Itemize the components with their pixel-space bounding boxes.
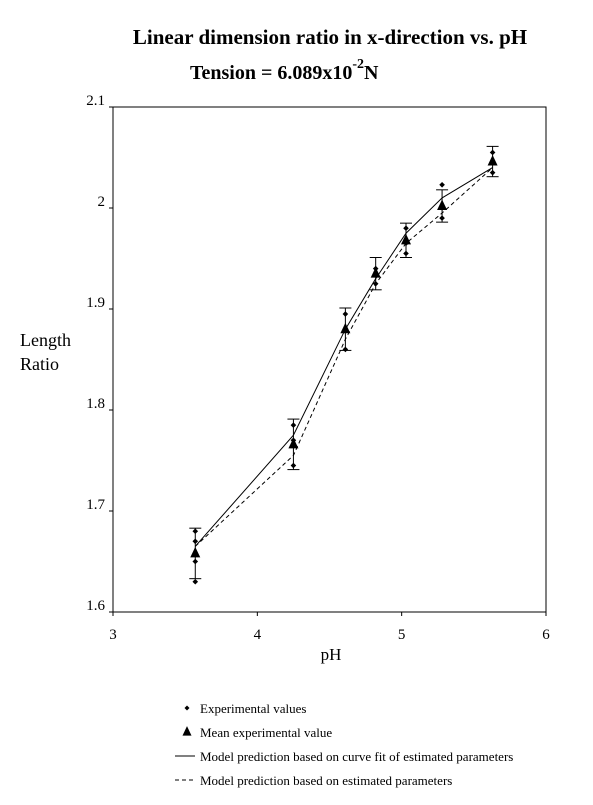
plot-frame (112, 106, 547, 613)
subtitle-text: Tension = 6.089x10 (190, 62, 352, 84)
mean-marker (340, 322, 351, 334)
legend-label: Mean experimental value (200, 725, 332, 740)
y-axis-label: Length (20, 330, 71, 350)
y-tick-label: 1.7 (86, 497, 105, 513)
subtitle-unit: N (364, 62, 379, 84)
model-line (194, 167, 493, 547)
y-tick-label: 2 (98, 194, 106, 210)
legend-symbol (182, 726, 192, 736)
y-tick-label: 1.6 (86, 598, 105, 614)
y-tick-label: 2.1 (86, 93, 105, 109)
y-tick-label: 1.8 (86, 396, 105, 412)
legend-symbol (184, 705, 190, 711)
mean-marker (370, 267, 381, 278)
legend-label: Model prediction based on curve fit of e… (200, 749, 513, 764)
x-tick-label: 5 (398, 627, 406, 643)
subtitle-exponent: -2 (352, 57, 364, 72)
x-tick-label: 3 (109, 627, 117, 643)
mean-marker (288, 437, 299, 449)
mean-marker (437, 199, 448, 210)
x-tick-label: 6 (542, 627, 550, 643)
mean-marker (400, 233, 411, 245)
y-axis-label: Ratio (20, 354, 59, 374)
chart-title: Linear dimension ratio in x-direction vs… (133, 25, 527, 49)
x-axis-label: pH (321, 645, 342, 664)
experimental-point (439, 181, 445, 188)
model-line (194, 167, 493, 547)
mean-marker (487, 155, 498, 166)
y-tick-label: 1.9 (86, 295, 105, 311)
legend-label: Model prediction based on estimated para… (200, 773, 452, 788)
legend-label: Experimental values (200, 701, 307, 716)
chart-subtitle: Tension = 6.089x10-2N (190, 57, 379, 84)
mean-marker (190, 546, 201, 558)
x-tick-label: 4 (254, 627, 262, 643)
experimental-point (192, 578, 199, 585)
